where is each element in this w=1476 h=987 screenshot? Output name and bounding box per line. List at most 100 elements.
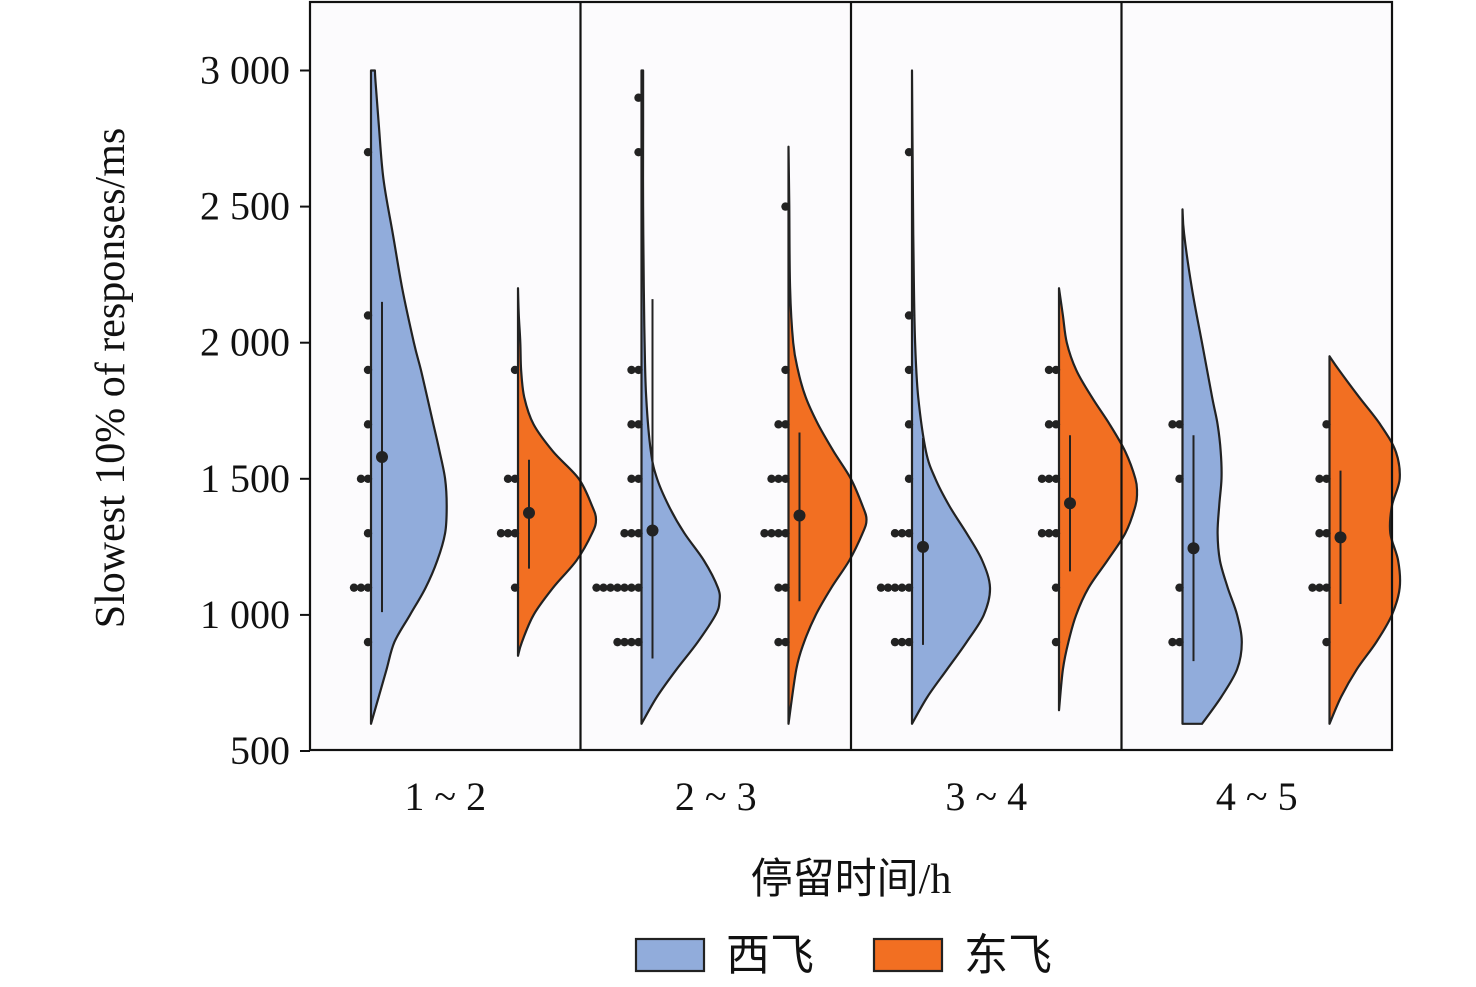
panel-background [310, 2, 581, 750]
data-point [1051, 583, 1061, 592]
data-point [1051, 529, 1061, 538]
violin-body [1328, 355, 1402, 725]
data-point [1175, 420, 1184, 429]
data-point [1315, 529, 1324, 538]
data-point [627, 637, 636, 647]
data-point [760, 529, 769, 538]
y-tick-label: 1 000 [200, 592, 290, 637]
data-point [1037, 529, 1047, 538]
data-point [781, 420, 790, 429]
median-point [646, 524, 659, 537]
data-point [356, 583, 366, 592]
data-point [634, 93, 643, 102]
data-point [1044, 529, 1054, 538]
legend: 西飞 东飞 [634, 930, 1052, 981]
median-point [376, 451, 388, 464]
data-point [1322, 637, 1331, 647]
data-point [363, 365, 373, 375]
data-point [510, 529, 520, 538]
y-axis: 500 1 000 1 500 2 000 2 500 3 000 [200, 48, 310, 773]
violin-xifei-2 [592, 69, 721, 725]
data-point [634, 529, 643, 538]
panel-background [580, 2, 851, 750]
data-point [1175, 637, 1184, 647]
data-point [634, 474, 643, 483]
data-point [890, 529, 900, 538]
data-point [627, 420, 636, 429]
data-point [1044, 474, 1054, 483]
x-tick-label: 3 ~ 4 [945, 774, 1027, 819]
data-point [904, 583, 914, 592]
data-point [503, 529, 513, 538]
data-point [627, 583, 636, 592]
data-point [510, 583, 520, 592]
violin-dongfei-1 [496, 287, 598, 657]
median-point [1334, 531, 1347, 544]
data-point [363, 583, 373, 592]
data-point [627, 529, 636, 538]
data-point [1308, 583, 1317, 592]
data-point [767, 529, 776, 538]
data-point [634, 583, 643, 592]
data-point [627, 365, 636, 375]
violin-body [516, 287, 598, 657]
violin-body [910, 69, 992, 725]
violins [349, 69, 1402, 725]
data-point [1037, 474, 1047, 483]
median-point [523, 506, 535, 519]
data-point [510, 365, 520, 375]
median-point [1064, 497, 1076, 510]
y-tick-label: 2 000 [200, 320, 290, 365]
data-point [634, 365, 643, 375]
x-tick-label: 1 ~ 2 [404, 774, 486, 819]
legend-item-xifei: 西飞 [634, 930, 814, 981]
data-point [1051, 420, 1061, 429]
data-point [904, 147, 914, 157]
data-point [634, 420, 643, 429]
y-axis-title: Slowest 10% of responses/ms [88, 128, 134, 628]
data-point [620, 529, 629, 538]
data-point [620, 637, 629, 647]
legend-item-dongfei: 东飞 [872, 930, 1052, 981]
data-point [876, 583, 886, 592]
data-point [904, 529, 914, 538]
data-point [356, 474, 366, 483]
violin-body [787, 145, 868, 725]
median-point [793, 509, 806, 522]
data-point [363, 474, 373, 483]
data-point [627, 474, 636, 483]
data-point [363, 637, 373, 647]
data-point [904, 474, 914, 483]
violin-dongfei-3 [1037, 287, 1139, 712]
data-point [897, 637, 907, 647]
data-point [904, 637, 914, 647]
data-point [781, 365, 790, 375]
data-point [503, 474, 513, 483]
data-point [349, 583, 359, 592]
data-point [781, 529, 790, 538]
x-axis: 1 ~ 2 2 ~ 3 3 ~ 4 4 ~ 5 [404, 774, 1297, 819]
legend-label: 东飞 [964, 930, 1052, 981]
data-point [510, 474, 520, 483]
violin-body [1057, 287, 1139, 712]
violin-xifei-1 [349, 69, 448, 725]
data-point [781, 583, 790, 592]
data-point [774, 637, 783, 647]
data-point [883, 583, 893, 592]
data-point [781, 474, 790, 483]
legend-swatch [634, 937, 706, 973]
data-point [1051, 637, 1061, 647]
violin-body [1181, 208, 1243, 725]
plot-frame [308, 0, 1394, 752]
data-point [1315, 583, 1324, 592]
data-point [890, 637, 900, 647]
data-point [620, 583, 629, 592]
y-tick-label: 500 [230, 728, 290, 773]
data-point [1322, 474, 1331, 483]
data-point [363, 147, 373, 157]
y-tick-label: 3 000 [200, 48, 290, 93]
data-point [774, 583, 783, 592]
data-point [363, 420, 373, 429]
x-tick-label: 2 ~ 3 [675, 774, 757, 819]
